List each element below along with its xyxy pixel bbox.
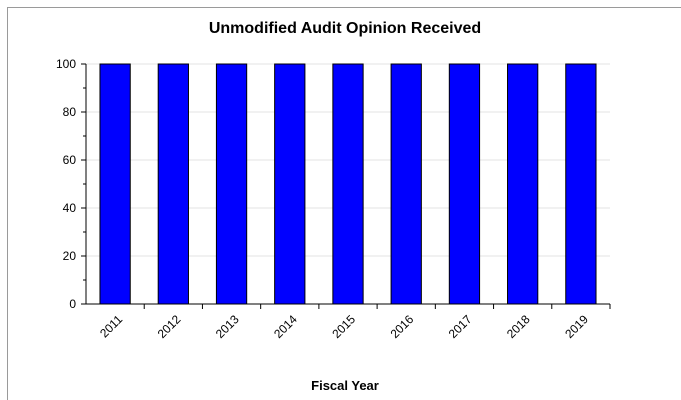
bar-2015 [332,63,364,305]
chart-title: Unmodified Audit Opinion Received [209,20,481,37]
y-tick-label: 20 [63,249,77,263]
x-tick-label: 2012 [155,312,184,341]
bar-2012 [157,63,189,305]
x-tick-label: 2016 [388,312,417,341]
bar-2016 [390,63,422,305]
x-axis-label: Fiscal Year [311,378,379,393]
y-axis-ticks: 0 20 40 60 80 100 [56,57,86,311]
bar-2017 [448,63,481,305]
y-tick-label: 100 [56,57,76,71]
x-tick-label: 2014 [271,312,300,341]
bars [99,63,597,305]
bar-2013 [215,63,248,305]
y-tick-label: 80 [63,105,77,119]
bar-2014 [274,63,306,305]
x-tick-label: 2018 [504,312,533,341]
x-tick-label: 2015 [329,312,358,341]
bar-2011 [99,63,131,305]
x-tick-label: 2011 [97,312,125,340]
bar-2019 [565,63,597,305]
x-tick-label: 2017 [446,312,475,341]
x-axis-ticks: 2011 2012 2013 2014 2015 2016 2017 2018 2019 [97,304,611,341]
x-tick-label: 2013 [213,312,242,341]
y-tick-label: 0 [69,297,76,311]
y-tick-label: 40 [63,201,77,215]
bar-2018 [507,63,539,305]
y-tick-label: 60 [63,153,77,167]
x-tick-label: 2019 [562,312,591,341]
